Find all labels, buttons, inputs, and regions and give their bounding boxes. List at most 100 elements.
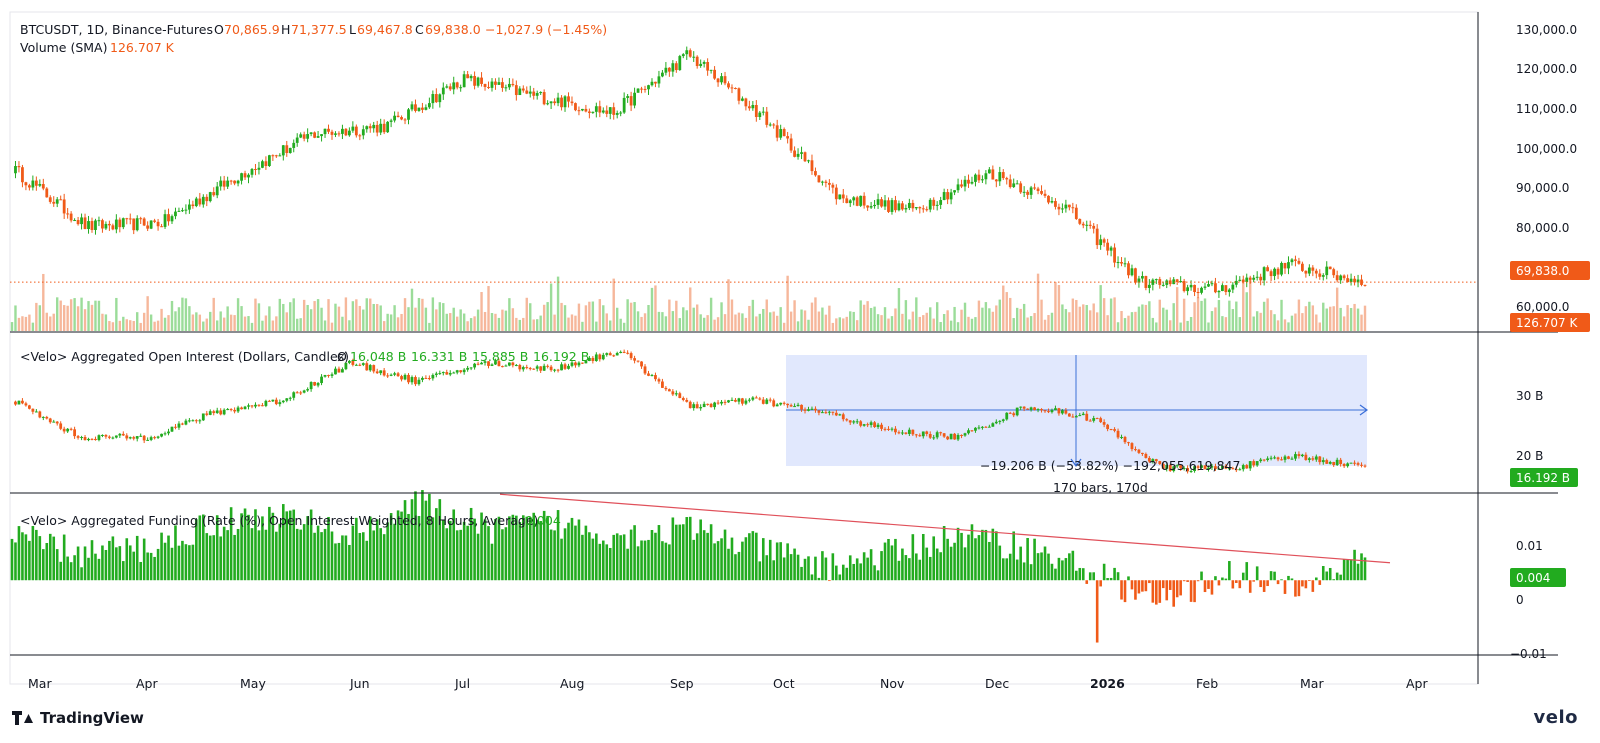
price-candle-body	[80, 217, 83, 225]
oi-candle-body	[101, 434, 104, 436]
oi-candle-body	[1234, 469, 1238, 471]
volume-bar	[56, 297, 59, 331]
volume-bar	[278, 298, 282, 331]
volume-bar	[883, 307, 887, 331]
price-candle-body	[125, 218, 129, 220]
price-candle-body	[928, 199, 932, 210]
funding-bar	[97, 558, 101, 581]
funding-bar	[716, 541, 720, 581]
funding-bar	[755, 532, 758, 581]
oi-candle-body	[560, 364, 563, 371]
volume-bar	[786, 275, 789, 331]
funding-bar	[1026, 537, 1029, 581]
funding-bar	[90, 540, 94, 581]
volume-bar	[376, 303, 379, 331]
volume-bar	[1113, 297, 1116, 331]
price-candle-body	[111, 225, 115, 230]
price-candle-body	[62, 199, 66, 214]
oi-candle-body	[41, 416, 45, 418]
oi-candle-body	[1015, 407, 1019, 416]
oi-candle-body	[622, 351, 626, 353]
volume-bar	[591, 301, 595, 331]
price-candle-body	[135, 218, 139, 231]
price-candle-body	[361, 129, 365, 136]
volume-bar	[1297, 299, 1301, 331]
oi-candle-body	[855, 421, 859, 423]
oi-candle-body	[431, 374, 435, 379]
price-candle-body	[1234, 280, 1238, 285]
volume-bar	[1329, 306, 1332, 331]
velo-logo[interactable]: velo	[1533, 707, 1578, 728]
price-candle-body	[1248, 277, 1252, 280]
oi-candle-body	[163, 433, 167, 435]
oi-candle-body	[706, 403, 710, 405]
price-candle-body	[1217, 290, 1221, 293]
volume-badge	[1510, 313, 1590, 332]
volume-bar	[111, 322, 115, 331]
time-label-sep: Sep	[670, 676, 694, 691]
funding-bar	[386, 522, 389, 581]
volume-bar	[1280, 299, 1283, 331]
oi-candle-body	[591, 357, 595, 361]
funding-bar	[17, 526, 21, 581]
funding-bar	[1137, 580, 1141, 594]
volume-bar	[897, 288, 901, 331]
oi-candle-body	[549, 366, 553, 371]
volume-bar	[668, 299, 671, 331]
volume-bar	[254, 298, 257, 331]
volume-bar	[1029, 316, 1033, 331]
price-candle-body	[438, 94, 442, 103]
oi-candle-body	[1140, 452, 1144, 454]
funding-bar	[841, 564, 845, 581]
oi-candle-body	[170, 426, 174, 432]
oi-candle-body	[73, 429, 77, 437]
price-candle-body	[1353, 278, 1356, 283]
oi-candle-body	[316, 383, 320, 386]
funding-bar	[626, 548, 629, 581]
price-candle-body	[341, 128, 344, 134]
price-candle-body	[678, 56, 682, 71]
funding-bar	[657, 525, 661, 581]
oi-candle-body	[1220, 465, 1224, 469]
tradingview-logo[interactable]: TradingView	[12, 709, 144, 727]
volume-bar	[1276, 320, 1280, 331]
funding-bar	[692, 539, 696, 581]
funding-bar	[535, 519, 539, 581]
volume-bar	[842, 318, 845, 331]
volume-bar	[716, 317, 720, 331]
oi-candle-body	[939, 432, 943, 434]
price-candle-body	[38, 184, 42, 186]
volume-bar	[661, 312, 664, 331]
oi-candle-body	[403, 374, 407, 380]
oi-candle-body	[1290, 458, 1294, 460]
volume-bar	[602, 305, 605, 331]
oi-candle-body	[271, 399, 275, 402]
funding-bar	[1071, 550, 1075, 581]
funding-bar	[382, 534, 386, 581]
funding-bar	[793, 548, 796, 581]
price-candle-body	[347, 130, 351, 136]
time-label-mar: Mar	[28, 676, 52, 691]
price-candle-body	[247, 174, 250, 178]
volume-bar	[10, 322, 14, 331]
oi-candle-body	[775, 404, 779, 407]
funding-bar	[1047, 553, 1050, 581]
funding-bar	[1155, 580, 1158, 605]
oi-candle-body	[452, 372, 456, 374]
volume-bar	[636, 311, 640, 331]
price-candle-body	[643, 88, 647, 90]
price-candle-body	[1175, 279, 1179, 282]
price-candle-body	[139, 218, 143, 220]
ohlc-low-value: 69,467.8	[357, 22, 413, 37]
oi-candle-body	[476, 363, 480, 365]
price-candle-body	[1200, 287, 1203, 293]
funding-bar	[817, 577, 821, 581]
price-candle-body	[1214, 283, 1217, 293]
volume-bar	[1259, 312, 1262, 331]
price-candle-body	[170, 216, 174, 222]
volume-bar	[828, 305, 831, 331]
volume-bar	[1106, 315, 1109, 331]
funding-bar	[897, 560, 901, 581]
price-candle-body	[1092, 225, 1096, 229]
